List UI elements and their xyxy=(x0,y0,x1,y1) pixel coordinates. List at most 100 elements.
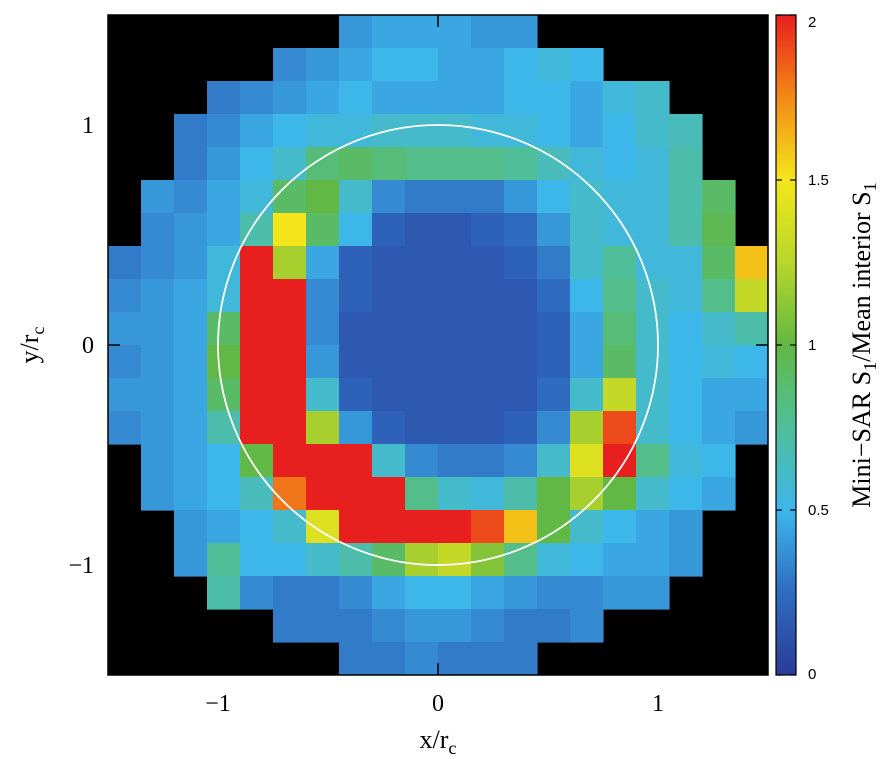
heatmap-cell xyxy=(669,477,703,511)
heatmap-cell xyxy=(702,279,736,313)
y-axis-label: y/rc xyxy=(15,327,48,364)
heatmap-cell xyxy=(570,576,604,610)
heatmap-cell xyxy=(537,378,571,412)
heatmap-cell xyxy=(537,81,571,115)
heatmap-cell xyxy=(636,147,670,181)
heatmap-cell xyxy=(405,345,439,379)
heatmap-cell xyxy=(735,378,769,412)
heatmap-cell xyxy=(240,279,274,313)
heatmap-cell xyxy=(273,81,307,115)
heatmap-cell xyxy=(207,510,241,544)
heatmap-cell xyxy=(537,246,571,280)
heatmap-cell xyxy=(471,279,505,313)
heatmap-cell xyxy=(339,114,373,148)
heatmap-cell xyxy=(405,642,439,676)
heatmap-cell xyxy=(306,345,340,379)
heatmap-cell xyxy=(306,213,340,247)
heatmap-cell xyxy=(273,378,307,412)
heatmap-cell xyxy=(240,213,274,247)
heatmap-cell xyxy=(603,246,637,280)
heatmap-cell xyxy=(273,279,307,313)
heatmap-cell xyxy=(339,15,373,49)
heatmap-cell xyxy=(504,576,538,610)
heatmap-cell xyxy=(702,180,736,214)
heatmap-cell xyxy=(702,213,736,247)
heatmap-cell xyxy=(438,609,472,643)
heatmap-cell xyxy=(174,378,208,412)
heatmap-cell xyxy=(405,378,439,412)
heatmap-cell xyxy=(339,147,373,181)
heatmap-cell xyxy=(504,213,538,247)
heatmap-cell xyxy=(273,114,307,148)
heatmap-cell xyxy=(702,312,736,346)
heatmap-cell xyxy=(438,180,472,214)
heatmap-cell xyxy=(570,147,604,181)
heatmap-cell xyxy=(636,477,670,511)
heatmap-cell xyxy=(306,444,340,478)
heatmap-cell xyxy=(339,345,373,379)
heatmap-cell xyxy=(471,246,505,280)
heatmap-cell xyxy=(603,147,637,181)
heatmap-cell xyxy=(702,444,736,478)
heatmap-cell xyxy=(471,312,505,346)
heatmap-cell xyxy=(339,180,373,214)
heatmap-cell xyxy=(438,345,472,379)
heatmap-cell xyxy=(471,81,505,115)
heatmap-cell xyxy=(504,312,538,346)
heatmap-cell xyxy=(669,312,703,346)
heatmap-cell xyxy=(273,312,307,346)
colorbar-tick-label: 1 xyxy=(808,337,816,354)
heatmap-cell xyxy=(339,576,373,610)
heatmap-cell xyxy=(669,213,703,247)
heatmap-cell xyxy=(669,444,703,478)
heatmap-cell xyxy=(636,312,670,346)
heatmap-cell xyxy=(570,312,604,346)
heatmap-cell xyxy=(108,279,142,313)
heatmap-cell xyxy=(636,81,670,115)
heatmap-cell xyxy=(537,48,571,82)
heatmap-cell xyxy=(570,48,604,82)
heatmap-cell xyxy=(174,444,208,478)
heatmap-cell xyxy=(504,378,538,412)
heatmap-cell xyxy=(174,213,208,247)
heatmap-cell xyxy=(438,444,472,478)
heatmap-cell xyxy=(339,642,373,676)
heatmap-cell xyxy=(306,279,340,313)
heatmap-cell xyxy=(471,411,505,445)
heatmap-cell xyxy=(636,213,670,247)
heatmap-cell xyxy=(570,477,604,511)
x-axis-label-part: x/r xyxy=(420,725,449,754)
heatmap-cell xyxy=(141,345,175,379)
heatmap-cell xyxy=(207,81,241,115)
heatmap-cell xyxy=(570,213,604,247)
heatmap-cell xyxy=(306,543,340,577)
heatmap-cell xyxy=(306,576,340,610)
heatmap-cell xyxy=(438,576,472,610)
heatmap-cell xyxy=(141,213,175,247)
heatmap-cell xyxy=(405,180,439,214)
heatmap-cell xyxy=(240,246,274,280)
heatmap-cell xyxy=(240,510,274,544)
heatmap-cell xyxy=(669,279,703,313)
heatmap-cell xyxy=(471,378,505,412)
heatmap-cell xyxy=(669,345,703,379)
heatmap-cell xyxy=(339,213,373,247)
heatmap-cell xyxy=(141,246,175,280)
heatmap-cell xyxy=(570,114,604,148)
heatmap-cell xyxy=(669,510,703,544)
heatmap-cell xyxy=(174,279,208,313)
heatmap-cell xyxy=(438,48,472,82)
heatmap-cell xyxy=(504,345,538,379)
heatmap-cell xyxy=(306,411,340,445)
heatmap-cell xyxy=(669,180,703,214)
heatmap-cell xyxy=(504,246,538,280)
heatmap-cell xyxy=(174,510,208,544)
heatmap-cell xyxy=(438,378,472,412)
heatmap-cell xyxy=(504,147,538,181)
colorbar-tick-label: 0 xyxy=(808,666,816,683)
heatmap-cell xyxy=(174,114,208,148)
colorbar-tick-label: 2 xyxy=(808,14,816,31)
heatmap-cell xyxy=(372,477,406,511)
heatmap-cell xyxy=(537,180,571,214)
heatmap-cell xyxy=(603,279,637,313)
